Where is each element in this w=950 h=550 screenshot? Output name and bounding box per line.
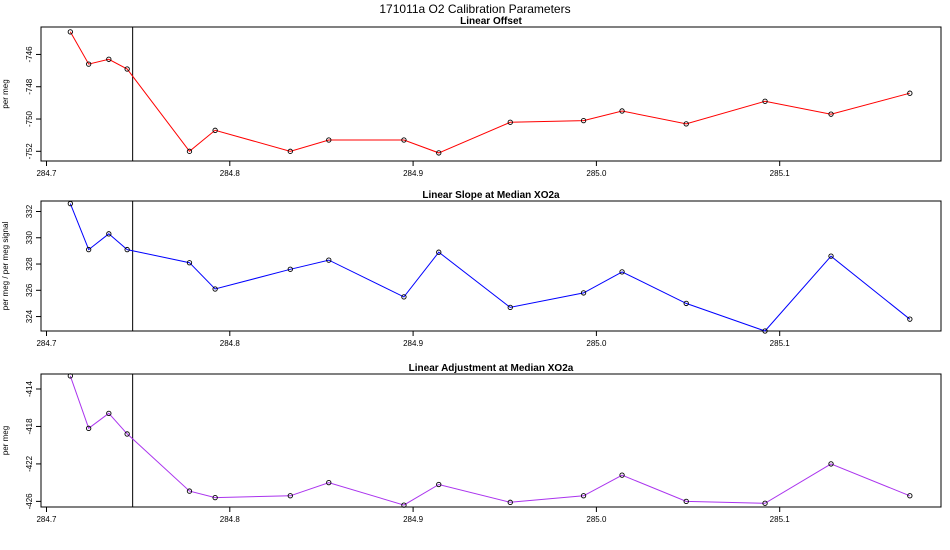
y-tick-label: -418 [25,418,34,435]
data-point [287,266,293,272]
data-point [507,119,513,125]
data-point [401,137,407,143]
data-point [106,410,112,416]
y-tick-label: -422 [25,455,34,472]
data-point [212,286,218,292]
data-point [287,493,293,499]
data-point [86,246,92,253]
data-point [507,499,513,505]
x-tick-label: 285.0 [586,515,607,524]
data-point [67,373,73,379]
data-point [762,500,768,506]
y-tick-label: 328 [25,257,34,271]
data-point [86,425,92,431]
data-point [326,479,332,486]
y-axis-label: per meg [1,426,10,455]
data-point [580,117,587,124]
data-point [401,502,407,508]
x-tick-label: 285.0 [586,339,607,348]
data-point [326,257,332,263]
plot-frame [40,26,942,162]
data-point [580,493,587,499]
x-tick-label: 284.7 [36,169,57,178]
data-point [683,498,689,505]
data-point [67,200,73,207]
data-point [67,29,73,35]
y-tick-label: -426 [25,493,34,510]
x-tick-label: 285.1 [770,515,791,524]
y-axis-label: per meg [1,79,10,108]
data-point [326,137,332,143]
data-point [86,61,92,67]
data-point [124,66,130,72]
figure-title: 171011a O2 Calibration Parameters [379,2,570,16]
y-tick-label: 326 [25,283,34,297]
y-tick-label: -414 [25,380,34,397]
y-tick-label: 330 [25,231,34,245]
panel-title: Linear Slope at Median XO2a [422,190,560,201]
x-tick-label: 285.1 [770,169,791,178]
data-point [580,290,587,296]
x-tick-label: 284.9 [403,339,424,348]
y-tick-label: 324 [25,309,34,323]
series-line [69,31,910,154]
y-tick-label: -748 [25,78,34,95]
data-point [619,472,625,478]
x-tick-label: 285.0 [586,169,607,178]
y-tick-label: 332 [25,204,34,218]
data-point [401,294,407,300]
x-tick-label: 284.7 [36,339,57,348]
data-point [683,121,689,127]
x-tick-label: 284.8 [220,339,241,348]
x-tick-label: 284.9 [403,169,424,178]
panel-title: Linear Offset [460,16,522,27]
chart-panel-1: Linear Offset 284.7 284.8 284.9 285.0 285.1 -7… [1,16,942,178]
data-point [186,260,193,266]
data-point [507,304,513,311]
data-point [828,111,834,117]
y-axis-label: per meg / per meg signal [1,222,10,311]
x-tick-label: 284.7 [36,515,57,524]
data-point [907,316,913,322]
data-point [212,127,218,133]
data-point [436,150,442,156]
data-point [907,90,913,96]
panel-title: Linear Adjustment at Median XO2a [409,363,574,374]
data-point [828,253,834,259]
data-point [287,148,293,154]
data-point [619,269,625,275]
chart-panel-2: Linear Slope at Median XO2a 284.7 284.8 284… [1,190,942,348]
x-tick-label: 284.8 [220,515,241,524]
y-tick-label: -752 [25,143,34,160]
x-tick-label: 284.9 [403,515,424,524]
data-point [186,488,193,494]
data-point [212,494,218,501]
series-line [69,375,910,506]
y-tick-label: -750 [25,110,34,127]
data-point [436,481,442,488]
data-point [186,148,193,154]
plot-frame [40,200,942,332]
data-point [907,493,913,499]
data-point [683,300,689,307]
chart-panel-3: Linear Adjustment at Median XO2a 284.7 284… [1,363,942,524]
data-point [106,231,112,237]
data-point [619,108,625,114]
data-point [106,56,112,62]
data-point [828,461,834,467]
data-point [124,246,130,253]
series-line [69,203,911,332]
data-point [436,249,442,255]
data-point [124,431,130,437]
x-tick-label: 284.8 [220,169,241,178]
data-point [762,328,768,334]
y-tick-label: -746 [25,46,34,63]
data-point [762,98,768,104]
x-tick-label: 285.1 [770,339,791,348]
plot-frame [40,373,942,508]
